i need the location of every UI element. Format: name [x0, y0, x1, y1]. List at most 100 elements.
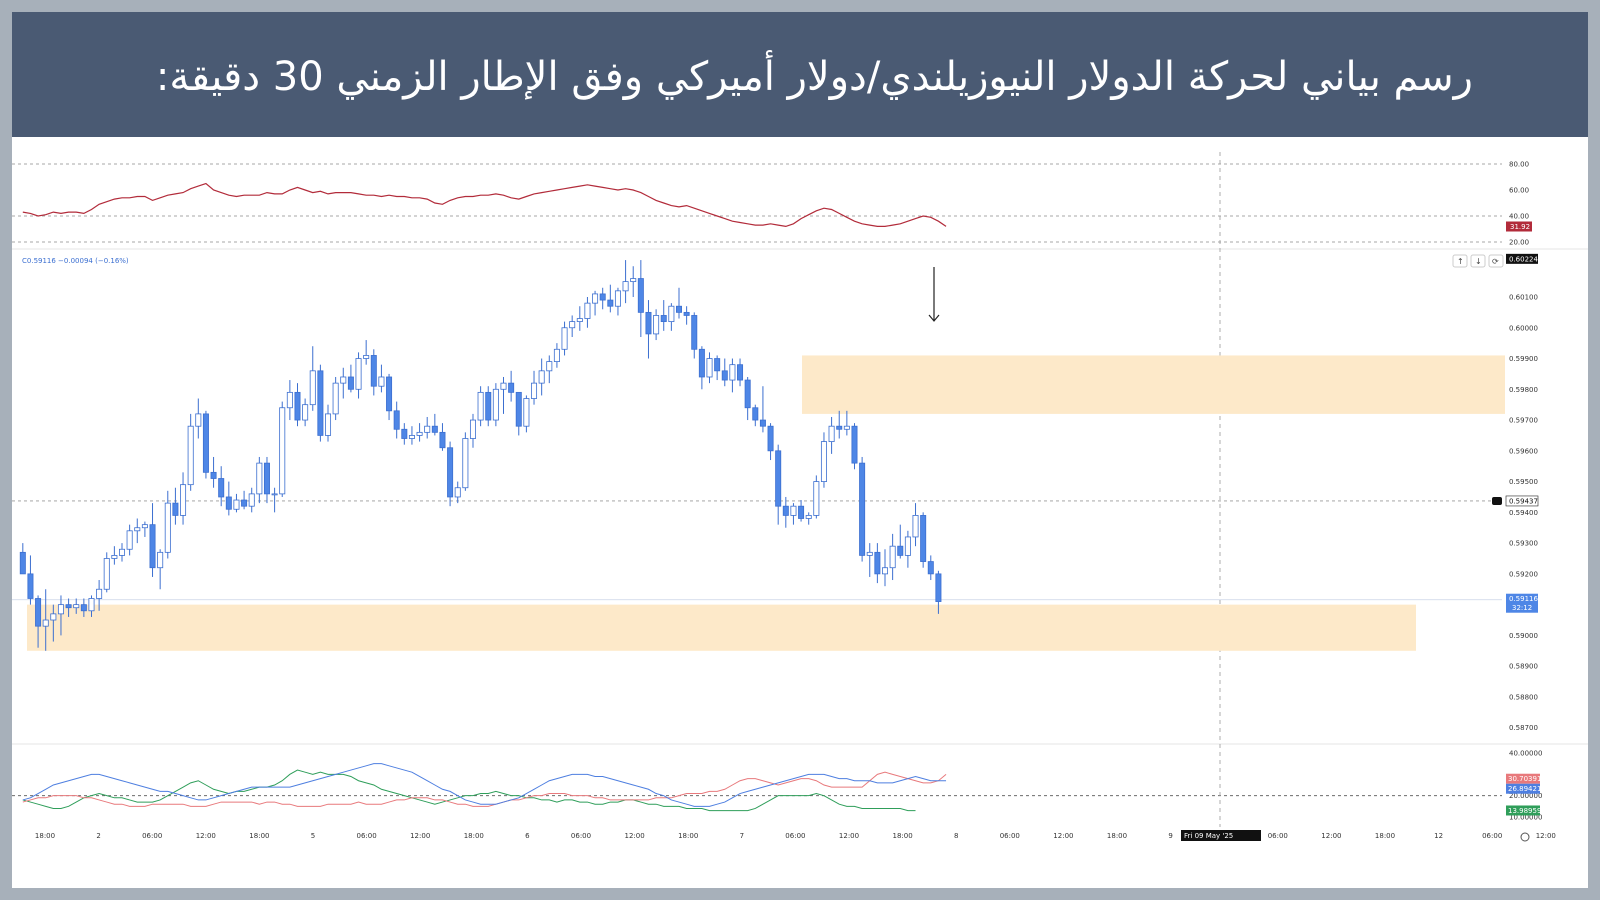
candle-body: [744, 379, 751, 409]
zone-resistance: [802, 355, 1505, 414]
candle-body: [477, 391, 484, 421]
candle-body: [889, 545, 896, 569]
time-tick-label: 9: [1168, 832, 1172, 840]
candle-body: [531, 382, 538, 399]
candle-body: [19, 551, 26, 575]
time-tick-label: 12:00: [625, 832, 645, 840]
candle-body: [96, 588, 103, 599]
price-tick-label: 0.59700: [1509, 417, 1538, 425]
candle-body: [469, 419, 476, 439]
chart-svg[interactable]: 0.60100 0.60000 0.59900 0.59800 0.59700 0.596…: [12, 137, 1588, 888]
dmi-pane: [22, 763, 947, 812]
candle-body: [576, 318, 583, 323]
candle-body: [859, 462, 866, 556]
candle-body: [431, 425, 438, 433]
candle-body: [767, 425, 774, 452]
candle-body: [836, 425, 843, 430]
price-tick-label: 0.59200: [1509, 570, 1538, 578]
candle-body: [233, 499, 240, 510]
reset-view-icon: [1488, 254, 1504, 268]
candle-body: [492, 388, 499, 421]
candle-body: [561, 327, 568, 350]
candle-body: [569, 321, 576, 329]
candle-body: [653, 315, 660, 335]
chart-panel[interactable]: 0.60100 0.60000 0.59900 0.59800 0.59700 0.596…: [12, 137, 1588, 888]
candle-body: [286, 391, 293, 409]
candle-body: [332, 382, 339, 415]
candle-body: [172, 502, 179, 516]
candle-body: [698, 348, 705, 378]
arrow-up-icon: ↑: [1457, 257, 1464, 266]
candle-body: [340, 376, 347, 384]
candle-body: [675, 305, 682, 313]
time-tick-label: 12:00: [196, 832, 216, 840]
candle-body: [614, 290, 621, 307]
candle-body: [408, 435, 415, 439]
candle-body: [302, 404, 309, 421]
candle-body: [180, 484, 187, 516]
scroll-up-icon: [1452, 254, 1468, 268]
dmi-adx-label: 26.89421: [1508, 785, 1541, 793]
dmi-minus-line: [22, 771, 947, 807]
candle-body: [454, 487, 461, 498]
candle-body: [378, 376, 385, 387]
candle-body: [523, 398, 530, 427]
candle-body: [691, 315, 698, 350]
title-banner: رسم بياني لحركة الدولار النيوزيلندي/دولا…: [12, 12, 1588, 137]
dmi-minus-label: 30.70391: [1508, 775, 1541, 783]
dmi-tick-label: 40.00000: [1509, 750, 1542, 758]
candle-body: [164, 502, 171, 553]
grid-layer: [12, 152, 1588, 827]
price-tick-label: 0.60100: [1509, 293, 1538, 301]
candle-body: [775, 450, 782, 507]
rsi-line: [22, 182, 947, 228]
rsi-tick-label: 60.00: [1509, 187, 1529, 195]
time-tick-label: 12:00: [1053, 832, 1073, 840]
time-tick-label: 18:00: [1375, 832, 1395, 840]
candle-body: [80, 604, 87, 612]
candle-body: [729, 364, 736, 381]
rsi-tick-label: 80.00: [1509, 161, 1529, 169]
zones-layer: [27, 355, 1505, 651]
candle-body: [187, 425, 194, 486]
ohlc-header: C0.59116 −0.00094 (−0.16%): [22, 257, 129, 265]
rsi-tick-label: 40.00: [1509, 213, 1529, 221]
dmi-adx-badge: [1506, 783, 1540, 794]
candle-body: [42, 619, 49, 627]
price-mark-badge: [1505, 495, 1539, 507]
time-tick-label: 6: [525, 832, 530, 840]
candle-body: [241, 499, 248, 507]
candle-body: [393, 410, 400, 430]
candle-body: [111, 555, 118, 559]
candle-body: [149, 524, 156, 569]
time-tick-label: 06:00: [1482, 832, 1502, 840]
candle-body: [660, 315, 667, 323]
candle-body: [515, 391, 522, 427]
candle-body: [927, 561, 934, 575]
candles-layer: [19, 260, 942, 651]
candle-body: [294, 391, 301, 421]
candle-body: [904, 536, 911, 556]
price-last-label: 0.59116: [1509, 595, 1538, 603]
settings-gear-icon: [1520, 832, 1530, 842]
candle-body: [912, 515, 919, 538]
candle-body: [790, 505, 797, 516]
time-tick-label: 7: [740, 832, 744, 840]
rsi-last-badge: [1506, 221, 1532, 232]
price-tick-label: 0.60000: [1509, 324, 1538, 332]
time-axis: 18:00 2 06:00 12:00 18:00 5 06:00 12:00 18:00 6 06…: [35, 830, 1556, 841]
candle-body: [630, 278, 637, 283]
candle-body: [279, 407, 286, 495]
price-tick-label: 0.58900: [1509, 663, 1538, 671]
candle-body: [592, 293, 599, 304]
price-tick-label: 0.58700: [1509, 724, 1538, 732]
price-axis: 0.60100 0.60000 0.59900 0.59800 0.59700 0.596…: [1492, 161, 1542, 822]
time-tick-label: 2: [96, 832, 100, 840]
candle-body: [424, 425, 431, 433]
price-tick-label: 0.59600: [1509, 447, 1538, 455]
candle-body: [820, 441, 827, 482]
dmi-tick-label: 20.00000: [1509, 792, 1542, 800]
candle-body: [416, 431, 423, 436]
candle-body: [401, 428, 408, 439]
time-tick-label: 18:00: [35, 832, 55, 840]
